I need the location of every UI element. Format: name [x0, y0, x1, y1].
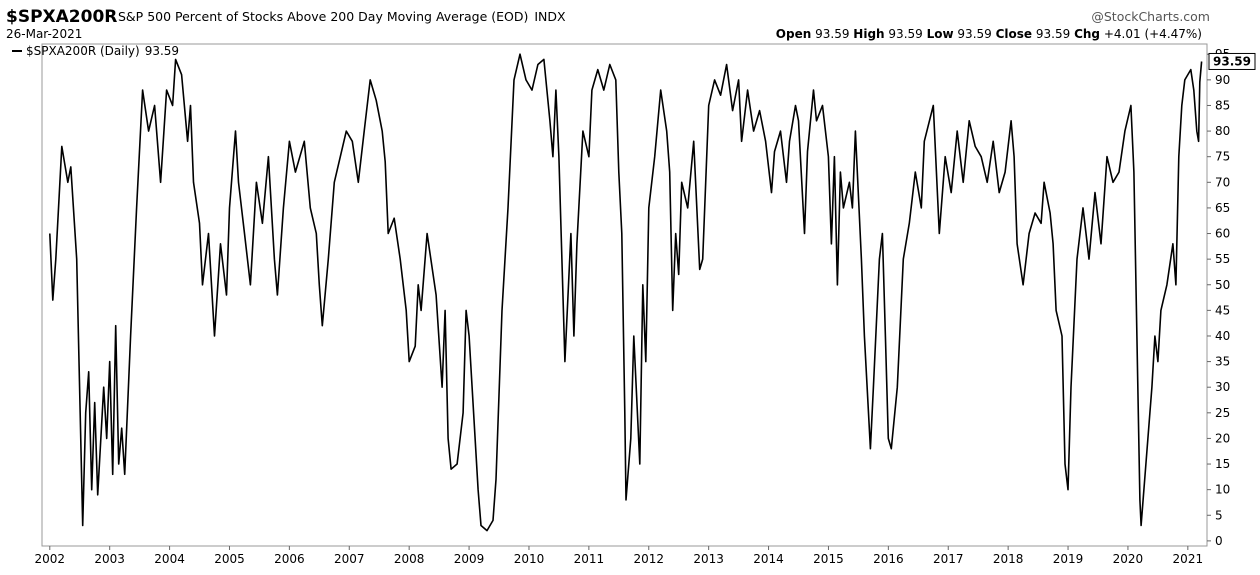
- x-tick-label: 2011: [574, 552, 605, 566]
- value: 93.59: [1036, 27, 1070, 41]
- y-tick-label: 65: [1215, 201, 1230, 215]
- y-tick-label: 55: [1215, 252, 1230, 266]
- description-text: S&P 500 Percent of Stocks Above 200 Day …: [118, 9, 528, 24]
- x-tick-label: 2002: [35, 552, 66, 566]
- symbol: $SPXA200R: [6, 7, 117, 27]
- x-tick-label: 2021: [1173, 552, 1204, 566]
- y-tick-label: 70: [1215, 175, 1230, 189]
- value: +4.01 (+4.47%): [1104, 27, 1202, 41]
- y-tick-label: 80: [1215, 124, 1230, 138]
- value: 93.59: [957, 27, 991, 41]
- x-tick-label: 2014: [753, 552, 784, 566]
- description: S&P 500 Percent of Stocks Above 200 Day …: [118, 9, 566, 24]
- plot-frame: [41, 43, 1208, 547]
- x-tick-label: 2008: [394, 552, 425, 566]
- y-tick-label: 0: [1215, 534, 1223, 548]
- x-tick-label: 2005: [214, 552, 245, 566]
- x-tick-label: 2020: [1113, 552, 1144, 566]
- legend-entry: $SPXA200R (Daily) 93.59: [26, 44, 179, 58]
- label: Low: [927, 27, 954, 41]
- date: 26-Mar-2021: [6, 27, 82, 41]
- legend-value: 93.59: [145, 44, 179, 58]
- y-tick-label: 40: [1215, 329, 1230, 343]
- y-tick-label: 30: [1215, 380, 1230, 394]
- y-tick-label: 5: [1215, 508, 1223, 522]
- x-tick-label: 2016: [873, 552, 904, 566]
- label: Open: [776, 27, 811, 41]
- value: 93.59: [888, 27, 922, 41]
- x-tick-label: 2017: [933, 552, 964, 566]
- y-tick-label: 75: [1215, 150, 1230, 164]
- x-tick-label: 2009: [454, 552, 485, 566]
- ohlc: Open 93.59 High 93.59 Low 93.59 Close 93…: [776, 27, 1202, 41]
- last-value-label: 93.59: [1213, 54, 1251, 68]
- x-tick-label: 2003: [94, 552, 125, 566]
- x-tick-label: 2007: [334, 552, 365, 566]
- x-tick-label: 2010: [514, 552, 545, 566]
- x-tick-label: 2018: [993, 552, 1024, 566]
- y-tick-label: 35: [1215, 355, 1230, 369]
- y-tick-label: 10: [1215, 483, 1230, 497]
- x-tick-label: 2006: [274, 552, 305, 566]
- y-tick-label: 45: [1215, 303, 1230, 317]
- y-tick-label: 85: [1215, 98, 1230, 112]
- exchange: INDX: [534, 9, 566, 24]
- value: 93.59: [815, 27, 849, 41]
- x-tick-label: 2013: [693, 552, 724, 566]
- y-tick-label: 90: [1215, 73, 1230, 87]
- x-tick-label: 2004: [154, 552, 185, 566]
- y-tick-label: 60: [1215, 227, 1230, 241]
- label: High: [853, 27, 884, 41]
- series-line: [49, 53, 1203, 532]
- x-tick-label: 2015: [813, 552, 844, 566]
- legend-name: $SPXA200R (Daily): [26, 44, 140, 58]
- y-tick-label: 25: [1215, 406, 1230, 420]
- y-tick-label: 50: [1215, 278, 1230, 292]
- label: Chg: [1074, 27, 1100, 41]
- x-tick-label: 2012: [633, 552, 664, 566]
- y-tick-label: 15: [1215, 457, 1230, 471]
- x-tick-label: 2019: [1053, 552, 1084, 566]
- source: @StockCharts.com: [1091, 9, 1210, 24]
- y-tick-label: 20: [1215, 431, 1230, 445]
- last-value-box: [1208, 52, 1256, 70]
- label: Close: [996, 27, 1032, 41]
